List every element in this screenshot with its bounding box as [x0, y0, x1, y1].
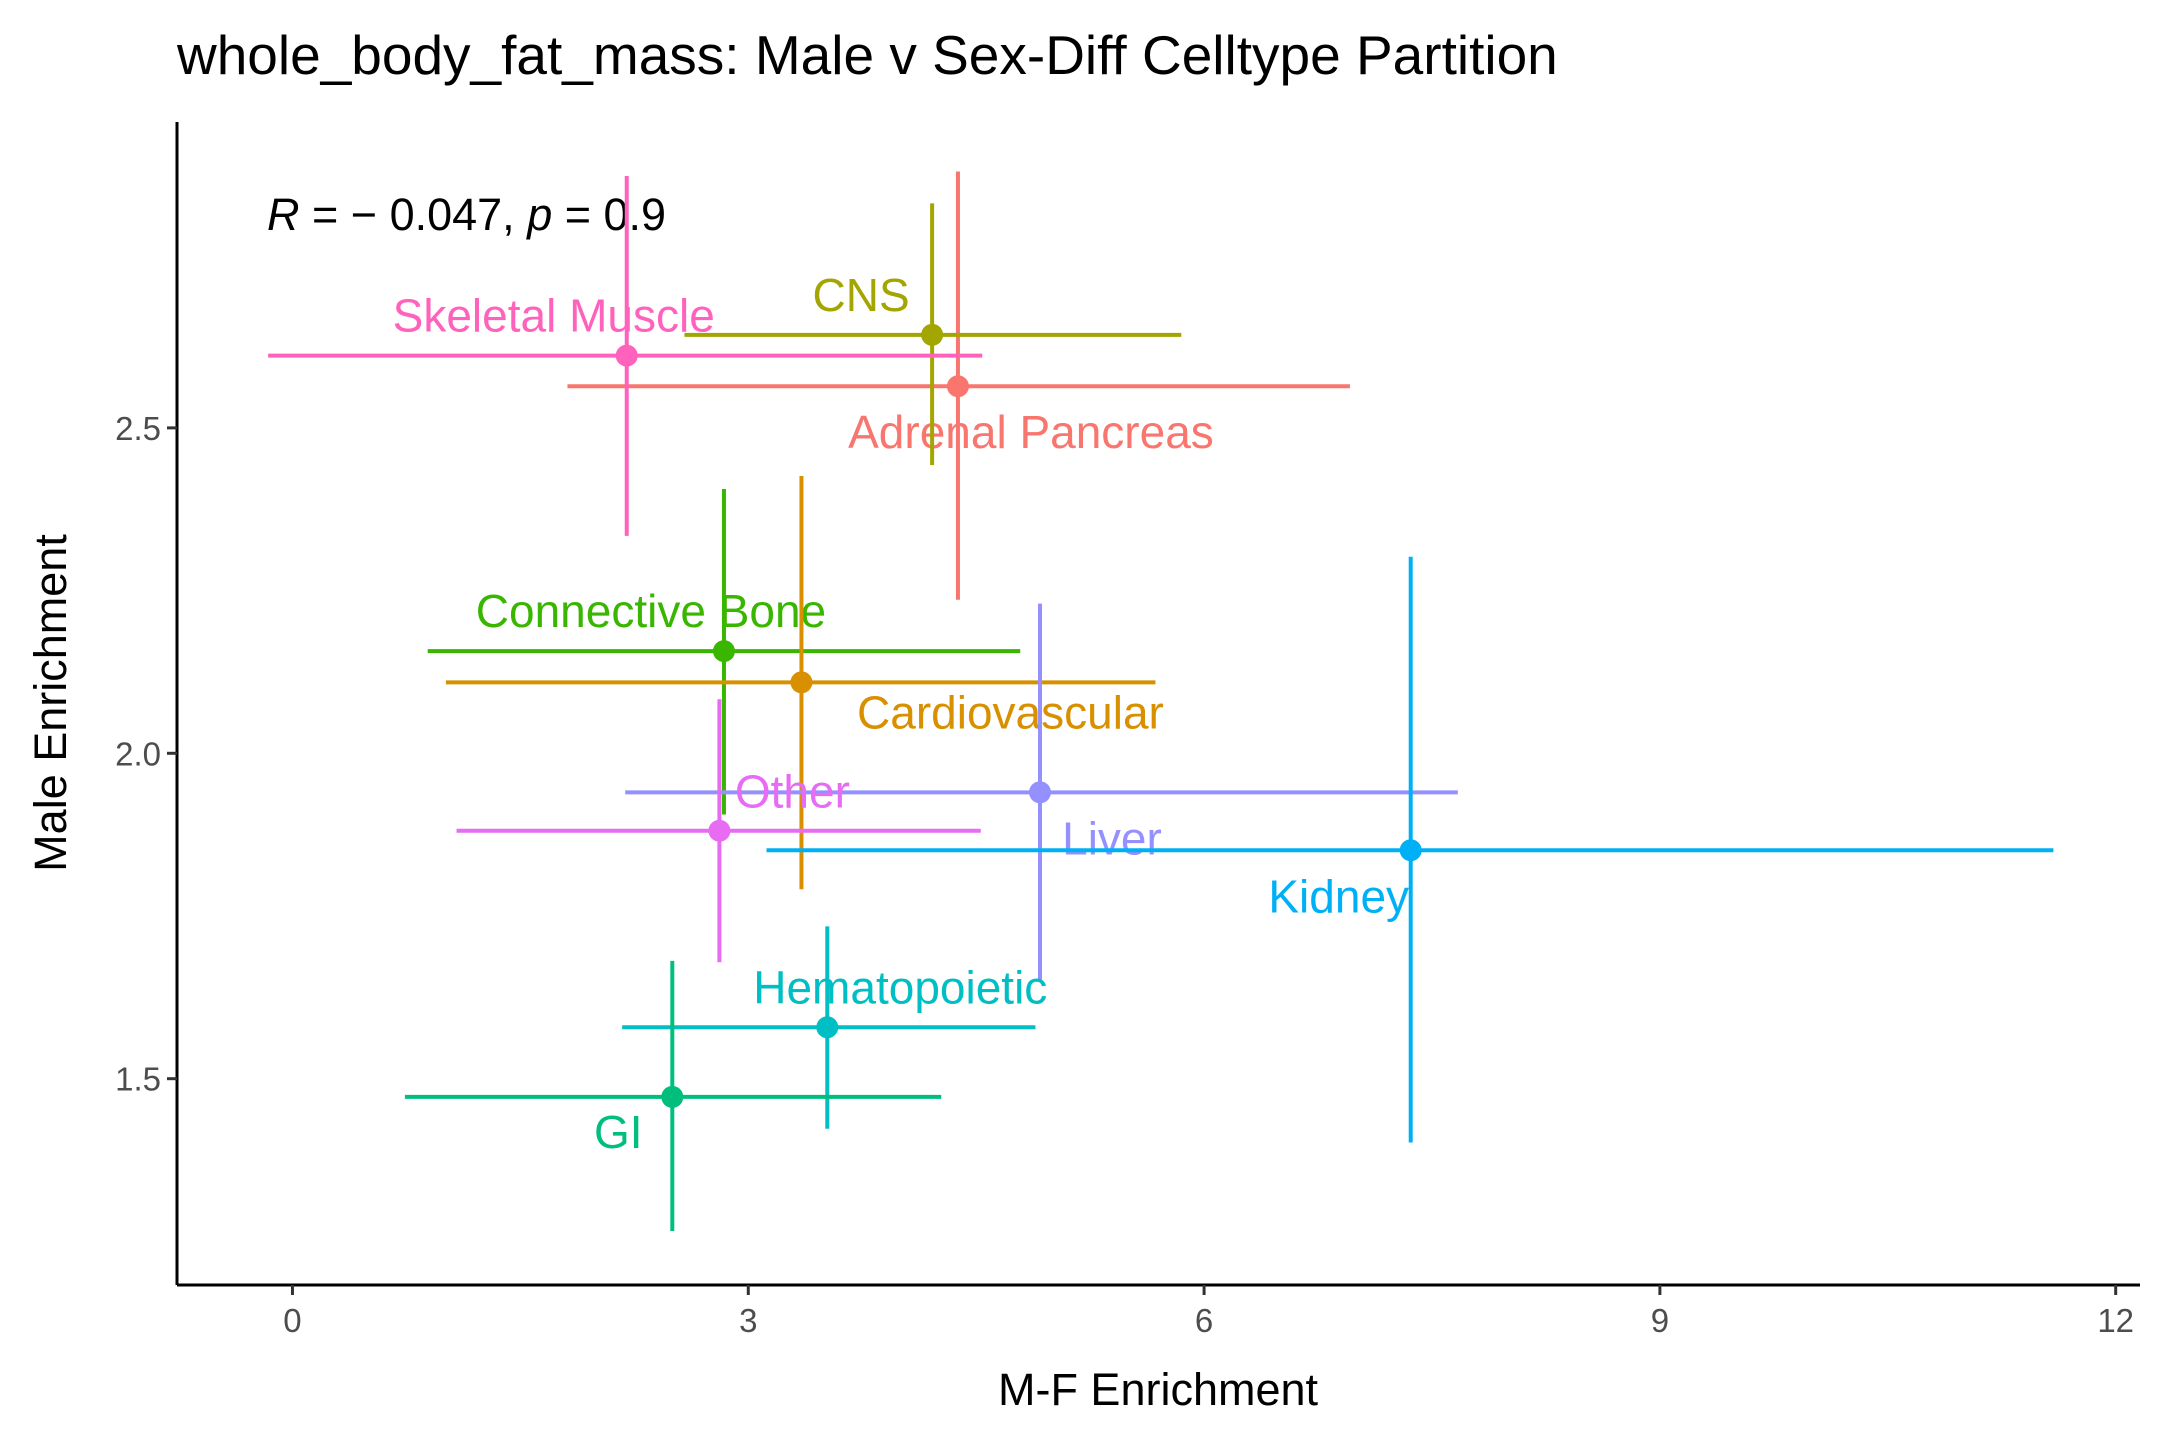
x-tick-label: 6 [1195, 1302, 1213, 1339]
x-axis-label: M-F Enrichment [998, 1364, 1319, 1415]
point [615, 344, 638, 367]
x-tick-label: 3 [739, 1302, 757, 1339]
point [1028, 781, 1051, 804]
annotation-part: R [267, 189, 300, 240]
annotation-part: = 0.9 [552, 189, 666, 240]
point [712, 640, 735, 663]
point [790, 671, 813, 694]
y-tick-label: 2.5 [115, 410, 161, 447]
point-label: Other [735, 766, 850, 818]
point [921, 323, 944, 346]
point [946, 375, 969, 398]
point-label: GI [594, 1106, 643, 1158]
annotation-part: = − 0.047, [300, 189, 528, 240]
point [1399, 839, 1422, 862]
x-tick-label: 9 [1651, 1302, 1669, 1339]
point [708, 819, 731, 842]
point-label: Connective Bone [476, 585, 826, 637]
point [816, 1016, 839, 1039]
point-label: CNS [813, 269, 910, 321]
chart-title: whole_body_fat_mass: Male v Sex-Diff Cel… [176, 24, 1558, 86]
y-tick-label: 2.0 [115, 735, 161, 772]
annotation-part: p [525, 189, 552, 240]
point-label: Adrenal Pancreas [848, 406, 1214, 458]
point-label: Skeletal Muscle [393, 290, 715, 342]
x-tick-label: 0 [283, 1302, 301, 1339]
y-axis-label: Male Enrichment [25, 534, 76, 872]
point-label: Kidney [1268, 870, 1409, 922]
point-label: Cardiovascular [857, 686, 1164, 738]
x-tick-label: 12 [2097, 1302, 2134, 1339]
y-tick-label: 1.5 [115, 1061, 161, 1098]
point-label: Hematopoietic [753, 961, 1047, 1013]
point [661, 1085, 684, 1108]
annotation: R = − 0.047, p = 0.9 [267, 189, 666, 240]
point-label: Liver [1062, 812, 1162, 864]
